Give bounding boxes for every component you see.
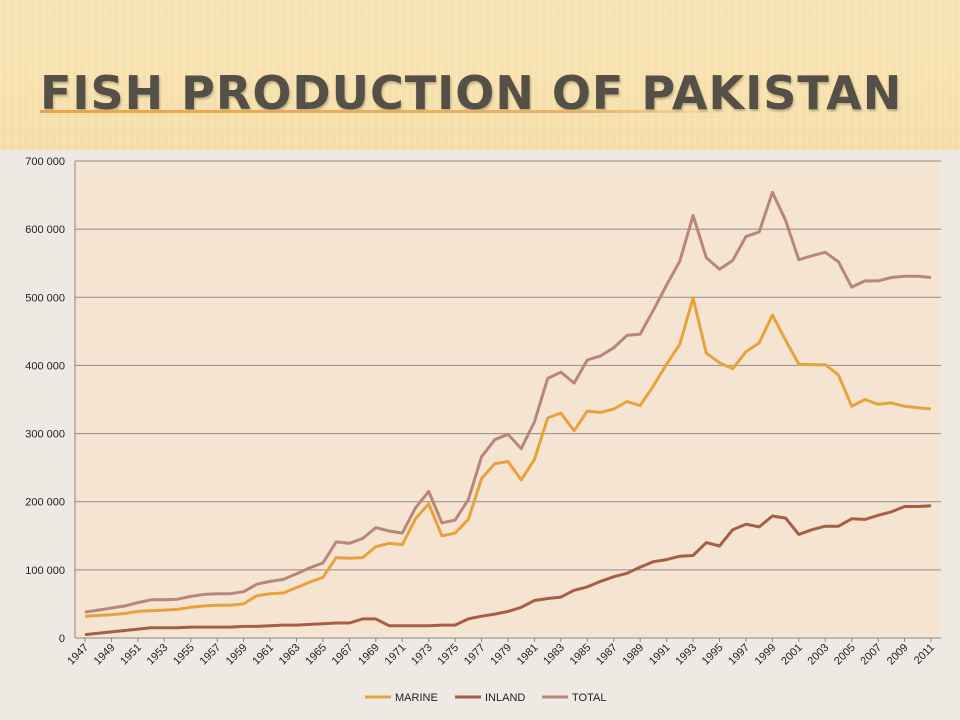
x-tick-label: 1977 [462, 642, 488, 668]
x-tick-label: 1981 [515, 642, 541, 668]
series-line-total [84, 190, 932, 614]
title-banner [0, 0, 960, 150]
y-tick-label: 700 000 [25, 156, 65, 168]
x-tick-label: 1973 [409, 642, 435, 668]
x-tick-label: 2011 [912, 642, 937, 667]
line-chart: 0 100 000 200 000 300 000 400 000 500 000 600 … [25, 156, 941, 704]
x-tick-label: 1967 [330, 642, 356, 668]
chart-container: 0 100 000 200 000 300 000 400 000 500 000 600 … [0, 150, 960, 720]
series-group [84, 190, 932, 637]
x-tick-label: 1979 [488, 642, 514, 668]
x-tick-label: 1993 [673, 642, 699, 668]
legend-label-total: TOTAL [572, 692, 606, 704]
x-axis-ticks: 1947 1949 1951 1953 1955 1957 1959 1961 1963 1965… [65, 638, 937, 667]
x-tick-label: 2001 [779, 642, 805, 668]
x-tick-label: 1987 [594, 642, 620, 668]
y-tick-label: 400 000 [25, 360, 65, 372]
x-tick-label: 1983 [541, 642, 567, 668]
x-tick-label: 1969 [356, 642, 382, 668]
x-tick-label: 1999 [753, 642, 779, 668]
legend: MARINE INLAND TOTAL [365, 692, 606, 704]
x-tick-label: 2007 [858, 642, 884, 668]
series-line-marine [84, 296, 932, 618]
y-tick-label: 200 000 [25, 497, 65, 509]
grid-lines [74, 160, 941, 639]
y-tick-label: 500 000 [25, 292, 65, 304]
y-tick-label: 100 000 [25, 565, 65, 577]
x-tick-label: 1991 [647, 642, 673, 668]
series-line-inland [84, 504, 932, 637]
plot-background [75, 161, 941, 638]
x-tick-label: 2009 [885, 642, 911, 668]
x-tick-label: 1959 [224, 642, 250, 668]
x-tick-label: 1989 [621, 642, 647, 668]
x-tick-label: 1971 [383, 642, 409, 668]
x-tick-label: 2003 [806, 642, 832, 668]
x-tick-label: 1955 [171, 642, 197, 668]
y-tick-label: 0 [59, 633, 65, 645]
x-tick-label: 1963 [277, 642, 303, 668]
x-tick-label: 1965 [303, 642, 329, 668]
y-tick-label: 600 000 [25, 224, 65, 236]
x-tick-label: 1951 [118, 642, 144, 668]
y-tick-label: 300 000 [25, 429, 65, 441]
x-tick-label: 1947 [65, 642, 91, 668]
title-underline [40, 110, 730, 113]
x-tick-label: 2005 [832, 642, 858, 668]
y-axis-ticks: 0 100 000 200 000 300 000 400 000 500 000 600 … [25, 156, 65, 645]
x-tick-label: 1957 [198, 642, 224, 668]
legend-label-marine: MARINE [395, 692, 438, 704]
x-tick-label: 1961 [250, 642, 276, 668]
legend-label-inland: INLAND [485, 692, 525, 704]
x-tick-label: 1949 [92, 642, 118, 668]
x-tick-label: 1995 [700, 642, 726, 668]
x-tick-label: 1975 [435, 642, 461, 668]
x-tick-label: 1985 [568, 642, 594, 668]
x-tick-label: 1953 [145, 642, 171, 668]
x-tick-label: 1997 [726, 642, 752, 668]
